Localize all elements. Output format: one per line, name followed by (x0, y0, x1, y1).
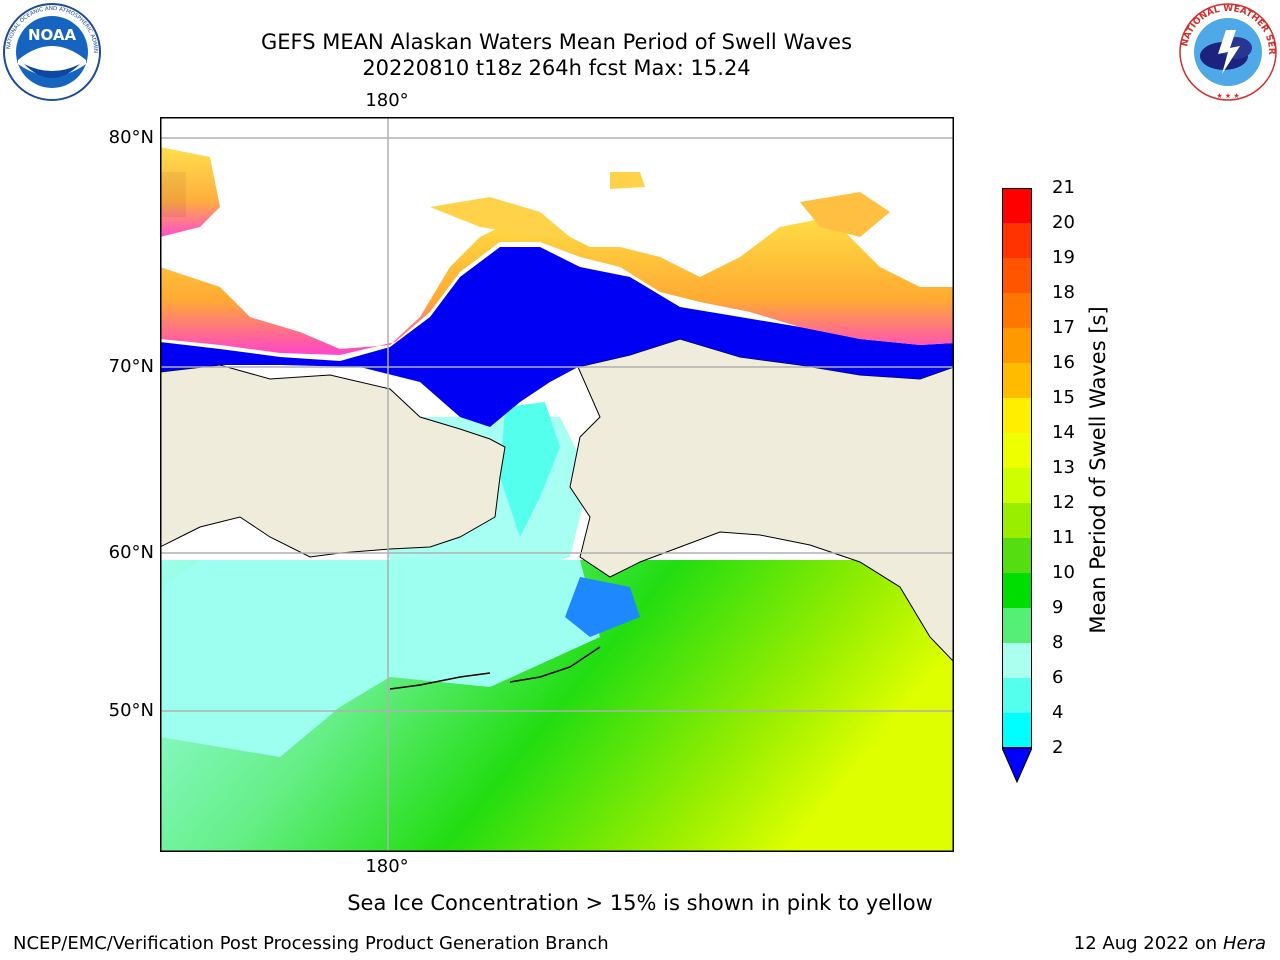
colorbar-segment (1002, 573, 1032, 608)
colorbar-tick-label: 15 (1052, 387, 1075, 408)
colorbar-tick-label: 9 (1052, 597, 1064, 618)
svg-text:★ ★ ★: ★ ★ ★ (1216, 92, 1239, 100)
colorbar-segment (1002, 398, 1032, 433)
chart-subtitle: 20220810 t18z 264h fcst Max: 15.24 (362, 56, 751, 80)
lat-label-80n: 80°N (108, 127, 154, 148)
arctic-ocean-region (160, 247, 954, 427)
colorbar-segment (1002, 713, 1032, 748)
colorbar-segment (1002, 328, 1032, 363)
colorbar-segment (1002, 468, 1032, 503)
colorbar-tick-label: 8 (1052, 632, 1064, 653)
lat-label-50n: 50°N (108, 700, 154, 721)
colorbar-tick-label: 18 (1052, 282, 1075, 303)
colorbar-segment (1002, 608, 1032, 643)
footer-host: Hera (1222, 933, 1266, 954)
colorbar-segment (1002, 293, 1032, 328)
colorbar-tick-label: 16 (1052, 352, 1075, 373)
noaa-logo-icon: NOAA NATIONAL OCEANIC AND ATMOSPHERIC AD… (2, 2, 101, 101)
lon-label-bottom: 180° (365, 856, 409, 877)
colorbar-segment (1002, 258, 1032, 293)
colorbar-segment (1002, 538, 1032, 573)
colorbar (1002, 188, 1032, 783)
siberia-landmass (160, 364, 506, 558)
bering-sea-region (160, 560, 600, 757)
colorbar-tick-label: 11 (1052, 527, 1075, 548)
chart-title: GEFS MEAN Alaskan Waters Mean Period of … (260, 30, 853, 54)
colorbar-tick-label: 12 (1052, 492, 1075, 513)
colorbar-segment (1002, 363, 1032, 398)
colorbar-segment (1002, 223, 1032, 258)
colorbar-tick-label: 17 (1052, 317, 1075, 338)
lon-label-top: 180° (365, 90, 409, 111)
footer-date: 12 Aug 2022 on Hera (1073, 933, 1266, 954)
colorbar-tick-label: 13 (1052, 457, 1075, 478)
sea-ice-note: Sea Ice Concentration > 15% is shown in … (347, 891, 933, 915)
colorbar-segment (1002, 188, 1032, 223)
colorbar-tick-label: 10 (1052, 562, 1075, 583)
sea-ice-region (160, 147, 220, 237)
colorbar-tick-label: 2 (1052, 737, 1064, 758)
svg-text:NOAA: NOAA (28, 26, 77, 44)
colorbar-extend-arrow (1002, 747, 1032, 783)
colorbar-segment (1002, 503, 1032, 538)
colorbar-segment (1002, 643, 1032, 678)
lat-label-70n: 70°N (108, 356, 154, 377)
colorbar-tick-label: 6 (1052, 667, 1064, 688)
colorbar-tick-label: 21 (1052, 177, 1075, 198)
map-panel (160, 117, 954, 852)
colorbar-tick-label: 14 (1052, 422, 1075, 443)
colorbar-segment (1002, 678, 1032, 713)
footer-credit: NCEP/EMC/Verification Post Processing Pr… (13, 933, 609, 954)
colorbar-label: Mean Period of Swell Waves [s] (1086, 306, 1110, 634)
nws-logo-icon: NATIONAL WEATHER SERVICE ★ ★ ★ (1178, 2, 1277, 101)
colorbar-tick-label: 20 (1052, 212, 1075, 233)
colorbar-outline (1002, 188, 1032, 748)
lat-label-60n: 60°N (108, 542, 154, 563)
colorbar-segment (1002, 433, 1032, 468)
colorbar-tick-label: 4 (1052, 702, 1064, 723)
colorbar-tick-label: 19 (1052, 247, 1075, 268)
